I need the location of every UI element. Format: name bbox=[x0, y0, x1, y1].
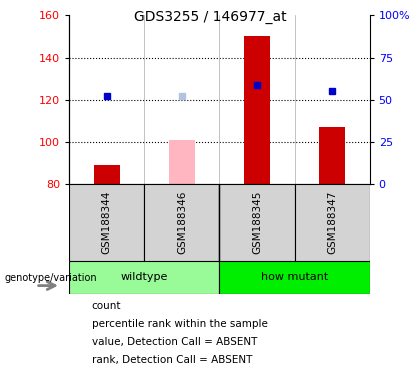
Text: GSM188345: GSM188345 bbox=[252, 191, 262, 255]
Bar bbox=[94, 166, 120, 184]
Text: GSM188346: GSM188346 bbox=[177, 191, 187, 255]
Bar bbox=[169, 140, 195, 184]
Text: value, Detection Call = ABSENT: value, Detection Call = ABSENT bbox=[92, 337, 257, 347]
Text: GDS3255 / 146977_at: GDS3255 / 146977_at bbox=[134, 10, 286, 23]
Text: how mutant: how mutant bbox=[261, 272, 328, 283]
Bar bbox=[220, 261, 370, 294]
Text: genotype/variation: genotype/variation bbox=[4, 273, 97, 283]
Text: GSM188347: GSM188347 bbox=[327, 191, 337, 255]
Bar bbox=[244, 36, 270, 184]
Bar bbox=[294, 184, 370, 261]
Text: wildtype: wildtype bbox=[121, 272, 168, 283]
Bar bbox=[69, 261, 220, 294]
Bar bbox=[220, 184, 294, 261]
Bar bbox=[319, 127, 345, 184]
Text: percentile rank within the sample: percentile rank within the sample bbox=[92, 319, 268, 329]
Bar bbox=[144, 184, 220, 261]
Text: GSM188344: GSM188344 bbox=[102, 191, 112, 255]
Text: rank, Detection Call = ABSENT: rank, Detection Call = ABSENT bbox=[92, 355, 252, 365]
Bar bbox=[69, 184, 144, 261]
Text: count: count bbox=[92, 301, 121, 311]
